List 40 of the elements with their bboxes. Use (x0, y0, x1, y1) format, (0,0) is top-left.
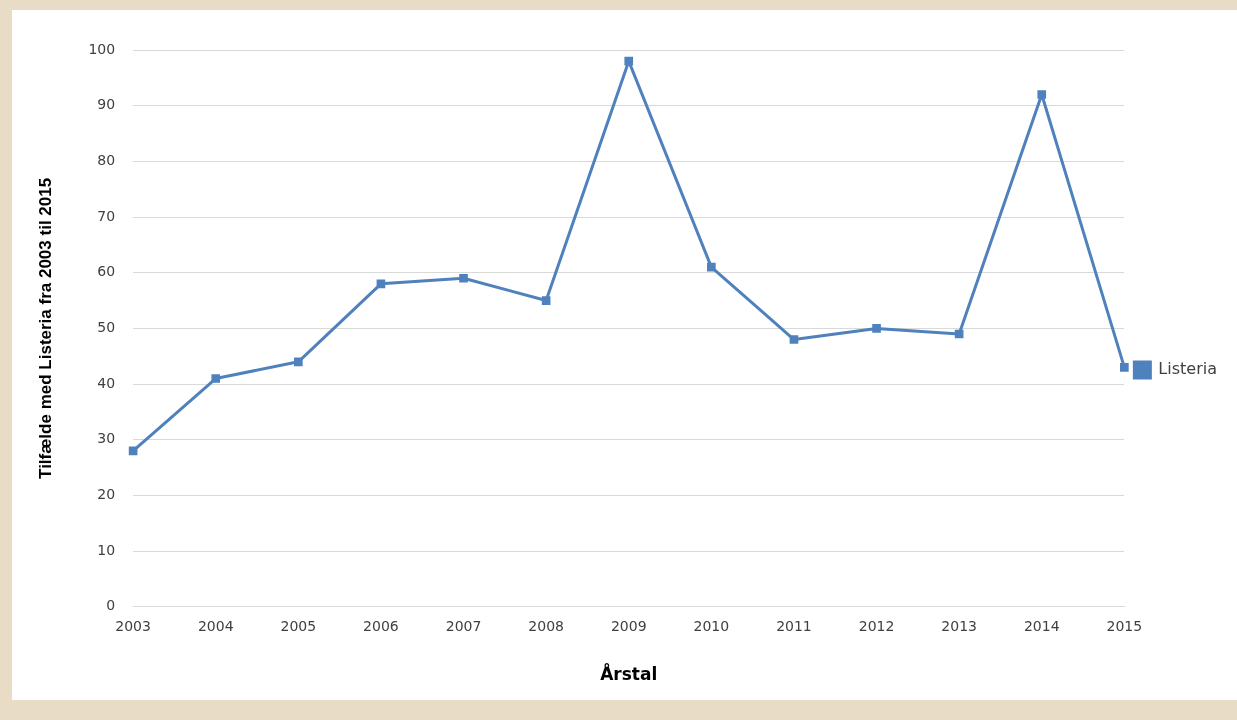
y-tick-label: 60 (97, 263, 116, 280)
point (376, 279, 386, 289)
y-tick-label: 100 (88, 40, 116, 57)
y-tick-label: 20 (97, 486, 116, 503)
point (211, 374, 221, 383)
x-tick-label: 2015 (1106, 617, 1143, 634)
x-tick-label: 2004 (197, 617, 234, 634)
x-tick-label: 2009 (610, 617, 647, 634)
x-tick-label: 2007 (445, 617, 482, 634)
x-tick-label: 2013 (941, 617, 977, 634)
point (872, 324, 881, 333)
y-tick-label: 10 (97, 541, 116, 558)
x-axis-title: Årstal (600, 662, 658, 685)
y-tick-label: 80 (97, 152, 116, 168)
y-tick-label: 0 (106, 597, 116, 614)
x-tick-label: 2011 (776, 617, 812, 634)
y-tick-label: 70 (97, 207, 116, 224)
point (789, 335, 799, 344)
y-tick-label: 90 (97, 96, 116, 113)
legend-label: Listeria (1158, 359, 1217, 379)
x-tick-label: 2014 (1023, 617, 1060, 634)
point (294, 357, 303, 367)
x-tick-label: 2010 (693, 617, 730, 634)
point (624, 56, 634, 66)
y-axis-title: Tilfælde med Listeria fra 2003 til 2015 (35, 177, 55, 479)
point (459, 273, 468, 283)
x-tick-label: 2006 (363, 617, 399, 634)
point (1120, 363, 1129, 372)
point (1037, 90, 1047, 99)
x-tick-label: 2005 (280, 617, 317, 634)
point (128, 446, 138, 456)
x-tick-label: 2008 (528, 617, 564, 634)
y-tick-label: 30 (97, 430, 116, 447)
point (954, 329, 964, 339)
x-tick-label: 2003 (115, 617, 151, 634)
point (541, 296, 551, 305)
y-tick-label: 40 (97, 374, 116, 391)
x-tick-label: 2012 (858, 617, 895, 634)
y-tick-label: 50 (97, 319, 116, 336)
point (707, 262, 716, 272)
